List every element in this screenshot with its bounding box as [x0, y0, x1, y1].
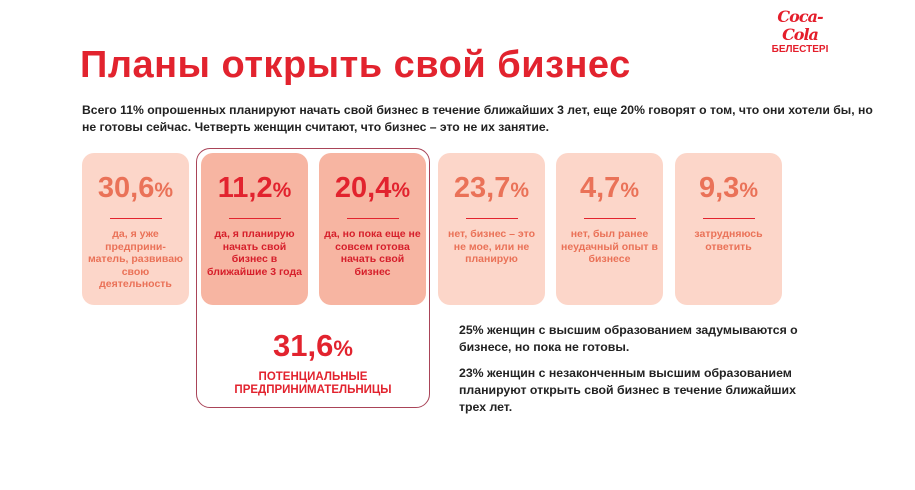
stat-card: 4,7% нет, был ранее неудачный опыт в биз…: [556, 153, 663, 305]
stat-label: да, я планирую начать свой бизнес в ближ…: [207, 228, 302, 278]
note-higher-education: 25% женщин с высшим образованием задумыв…: [459, 323, 798, 354]
stat-label: да, я уже предприни-матель, развиваю сво…: [87, 228, 184, 290]
divider: [702, 218, 755, 219]
stat-label: нет, был ранее неудачный опыт в бизнесе: [561, 228, 658, 265]
divider: [109, 218, 162, 219]
note-incomplete-education: 23% женщин с незаконченным высшим образо…: [459, 366, 796, 414]
stat-card: 11,2% да, я планирую начать свой бизнес …: [201, 153, 308, 305]
potential-group-outline: [196, 148, 430, 408]
logo-brand: Coca-Cola: [777, 7, 823, 44]
stat-label: затрудняюсь ответить: [694, 228, 763, 253]
potential-total: 31,6% ПОТЕНЦИАЛЬНЫЕ ПРЕДПРИНИМАТЕЛЬНИЦЫ: [196, 328, 430, 397]
stat-card: 9,3% затрудняюсь ответить: [675, 153, 782, 305]
total-caption: ПОТЕНЦИАЛЬНЫЕ ПРЕДПРИНИМАТЕЛЬНИЦЫ: [234, 371, 392, 396]
stat-value: 30,6%: [97, 172, 174, 204]
page-title: Планы открыть свой бизнес: [80, 44, 631, 86]
stat-value: 20,4%: [334, 172, 411, 204]
stat-card: 20,4% да, но пока еще не совсем готова н…: [319, 153, 426, 305]
divider: [228, 218, 281, 219]
coca-cola-logo: Coca-Cola БЕЛЕСТЕРІ: [765, 7, 835, 56]
total-value: 31,6%: [273, 328, 353, 363]
stat-value: 9,3%: [698, 172, 758, 204]
logo-subtitle: БЕЛЕСТЕРІ: [771, 44, 829, 55]
divider: [583, 218, 636, 219]
divider: [346, 218, 399, 219]
divider: [465, 218, 518, 219]
stat-value: 4,7%: [579, 172, 639, 204]
stat-value: 11,2%: [217, 172, 292, 204]
stat-label: да, но пока еще не совсем готова начать …: [324, 228, 421, 278]
stat-value: 23,7%: [453, 172, 530, 204]
stat-card: 30,6% да, я уже предприни-матель, развив…: [82, 153, 189, 305]
lead-text: Всего 11% опрошенных планируют начать св…: [82, 103, 873, 134]
stat-label: нет, бизнес – это не мое, или не планиру…: [447, 228, 536, 265]
stat-card: 23,7% нет, бизнес – это не мое, или не п…: [438, 153, 545, 305]
